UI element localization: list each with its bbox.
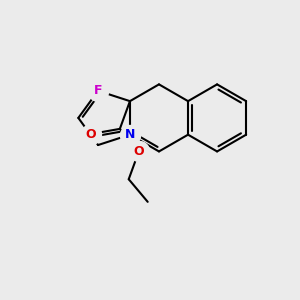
Text: O: O bbox=[134, 145, 144, 158]
Text: O: O bbox=[85, 128, 96, 140]
Text: N: N bbox=[125, 128, 135, 141]
Text: F: F bbox=[94, 84, 102, 97]
